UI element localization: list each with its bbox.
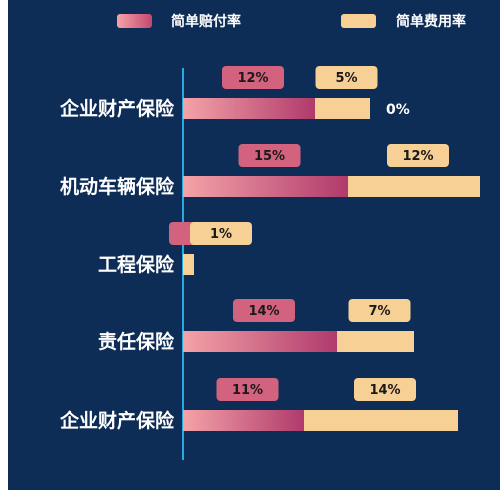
category-label: 企业财产保险 [59,409,175,432]
bar-expense-rate [348,176,480,197]
bar-expense-rate [183,254,194,275]
category-label: 责任保险 [98,330,175,353]
legend-label-2: 简单费用率 [396,13,466,30]
badge-payout-rate [238,144,301,167]
bars-group: 企业财产保险 12% 5% 机动车辆保险 15% 12% 工程保险 1% 责任保险 14% 7% 企业… [59,66,480,432]
badge-payout-label: 12% [237,71,268,86]
badge-payout-label: 15% [254,149,285,164]
bar-payout-rate [183,331,337,352]
badge-expense-rate [190,222,252,245]
bar-chart: 简单赔付率 简单费用率 企业财产保险 12% 5% 机动车辆保险 15% 12% 工程保险 1%… [59,13,480,460]
badge-payout-rate [222,66,284,89]
badge-expense-rate [315,66,378,89]
category-label: 企业财产保险 [59,97,175,120]
badge-payout-rate [233,299,295,322]
bar-payout-rate [183,176,348,197]
chart-area: 简单赔付率 简单费用率 企业财产保险 12% 5% 机动车辆保险 15% 12% 工程保险 1%… [8,0,500,490]
legend-swatch-2 [341,14,376,28]
bar-expense-rate [304,410,458,431]
badge-expense-rate [387,144,449,167]
legend-swatch-1 [117,14,152,28]
category-label: 工程保险 [98,253,175,276]
bar-expense-rate [337,331,414,352]
legend: 简单赔付率 简单费用率 [117,13,466,30]
extra-value-label: 0% [386,102,410,118]
badge-payout-label: 14% [248,304,279,319]
badge-expense-label: 1% [210,227,232,242]
badge-expense-rate [354,378,416,401]
bar-payout-rate [183,98,315,119]
badge-expense-label: 7% [368,304,390,319]
badge-payout-label: 11% [232,383,263,398]
bar-expense-rate [315,98,370,119]
badge-expense-label: 12% [402,149,433,164]
category-label: 机动车辆保险 [60,175,175,198]
bar-payout-rate [183,410,304,431]
badge-payout-rate [216,378,279,401]
legend-label-1: 简单赔付率 [171,13,241,30]
badge-expense-rate [348,299,411,322]
badge-expense-label: 14% [369,383,400,398]
badge-expense-label: 5% [335,71,357,86]
